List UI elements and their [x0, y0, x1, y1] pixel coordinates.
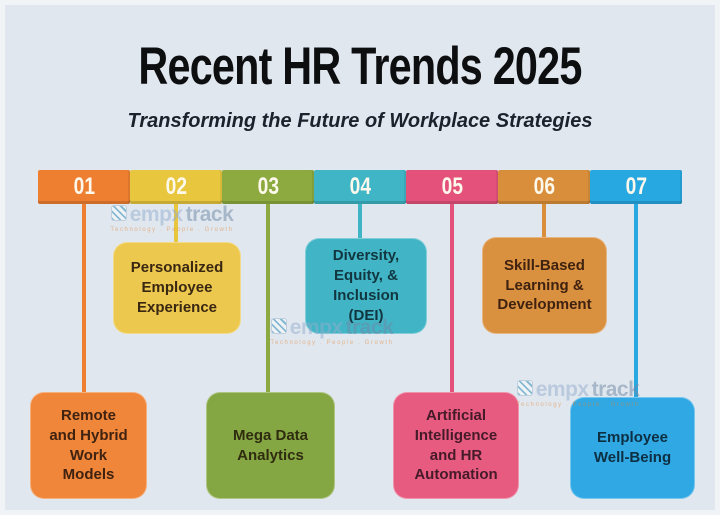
trend-card-label: Remote and Hybrid Work Models	[49, 406, 128, 484]
timeline-segment-03: 03	[222, 170, 314, 204]
page-title: Recent HR Trends 2025	[138, 37, 582, 96]
connector-line-06	[542, 203, 546, 247]
connector-line-04	[358, 203, 362, 248]
trend-number: 07	[625, 173, 647, 200]
trend-card-label: Mega Data Analytics	[232, 426, 309, 464]
timeline-segment-02: 02	[130, 170, 222, 204]
brand-name-suffix: track	[185, 203, 234, 226]
brand-watermark: empx track Technology . People . Growth	[94, 204, 250, 233]
brand-name-prefix: empx	[289, 316, 343, 339]
connector-line-05	[450, 203, 454, 402]
timeline-segment-04: 04	[314, 170, 406, 204]
trend-card-01: Remote and Hybrid Work Models	[30, 392, 147, 499]
brand-tagline: Technology . People . Growth	[110, 227, 234, 233]
connector-line-03	[266, 203, 270, 402]
trend-card-03: Mega Data Analytics	[206, 392, 335, 499]
brand-name-suffix: track	[345, 316, 394, 339]
trend-number: 03	[257, 173, 279, 200]
trend-card-label: Employee Well-Being	[593, 429, 672, 466]
stripes-square-icon	[110, 205, 127, 221]
brand-logo: empx track	[254, 317, 410, 338]
timeline-segment-05: 05	[406, 170, 498, 204]
trend-card-label: Artificial Intelligence and HR Automatio…	[414, 406, 498, 484]
brand-tagline: Technology . People . Growth	[516, 402, 640, 408]
connector-line-07	[634, 203, 638, 407]
stripes-square-icon	[270, 318, 287, 334]
brand-name-suffix: track	[591, 378, 640, 401]
trend-card-02: Personalized Employee Experience	[113, 242, 241, 334]
page-subtitle: Transforming the Future of Workplace Str…	[127, 110, 593, 132]
trend-card-label: Personalized Employee Experience	[130, 259, 224, 316]
brand-watermark: empx track Technology . People . Growth	[500, 379, 656, 408]
trend-card-04: Diversity, Equity, & Inclusion (DEI)	[305, 238, 427, 334]
brand-watermark: empx track Technology . People . Growth	[254, 317, 410, 346]
brand-name-prefix: empx	[129, 203, 183, 226]
stripes-square-icon	[516, 380, 533, 396]
trend-number: 05	[441, 173, 463, 200]
trend-card-07: Employee Well-Being	[570, 397, 695, 499]
timeline-segment-01: 01	[38, 170, 130, 204]
timeline-segment-07: 07	[590, 170, 682, 204]
trend-card-05: Artificial Intelligence and HR Automatio…	[393, 392, 519, 499]
brand-tagline: Technology . People . Growth	[270, 340, 394, 346]
connector-line-01	[82, 203, 86, 402]
timeline-segment-06: 06	[498, 170, 590, 204]
trend-card-label: Skill-Based Learning & Development	[497, 256, 592, 314]
brand-logo: empx track	[94, 204, 250, 225]
trend-card-06: Skill-Based Learning & Development	[482, 237, 607, 334]
connector-line-02	[174, 203, 178, 252]
trend-card-label: Diversity, Equity, & Inclusion (DEI)	[332, 247, 400, 324]
trend-number: 02	[165, 173, 187, 200]
brand-logo: empx track	[500, 379, 656, 400]
trend-number: 06	[533, 173, 555, 200]
trend-number: 01	[73, 173, 95, 200]
brand-name-prefix: empx	[535, 378, 589, 401]
trend-number: 04	[349, 173, 371, 200]
